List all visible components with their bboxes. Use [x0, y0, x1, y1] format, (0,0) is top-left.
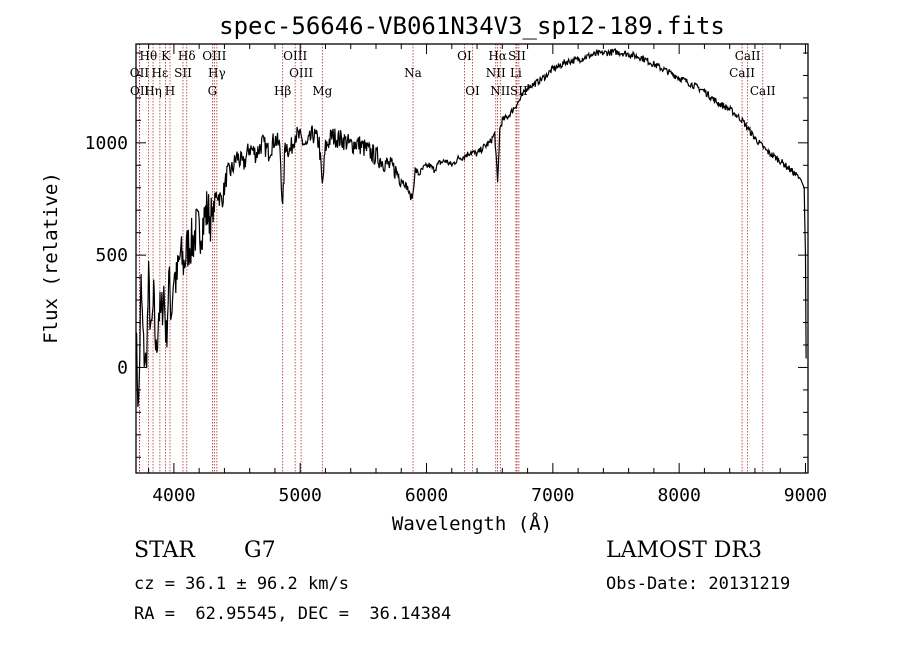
redshift-velocity: cz = 36.1 ± 96.2 km/s [134, 574, 349, 594]
x-tick-label: 8000 [657, 485, 700, 506]
spectral-line-label: Hα [488, 49, 507, 63]
spectral-line-label: OI [465, 84, 480, 98]
spectral-line-label: H [165, 84, 175, 98]
x-tick-label: 7000 [531, 485, 574, 506]
spectral-line-markers [139, 44, 764, 473]
y-axis-label: Flux (relative) [40, 172, 62, 344]
spectral-line-label: OI [457, 49, 472, 63]
y-tick-label: 0 [117, 357, 128, 378]
object-subclass: G7 [244, 538, 276, 563]
spectral-line-label: Hδ [178, 49, 196, 63]
spectral-line-label: OII [130, 84, 150, 98]
spectral-line-label: OIII [289, 66, 313, 80]
y-tick-label: 500 [95, 245, 128, 266]
spectral-line-label: OIII [283, 49, 307, 63]
spectral-line-label: K [161, 49, 171, 63]
spectral-line-label: Mg [312, 84, 332, 98]
spectral-line-label: CaII [750, 84, 776, 98]
spectral-line-label: NII [486, 66, 506, 80]
spectral-line-label: CaII [735, 49, 761, 63]
spectral-line-label: OIII [202, 49, 226, 63]
spectral-line-label: Hη [144, 84, 162, 98]
spectral-line-label: SII [508, 49, 526, 63]
spectral-line-label: Hε [152, 66, 169, 80]
spectral-line-label: NII [490, 84, 510, 98]
x-tick-label: 9000 [784, 485, 827, 506]
spectral-line-label: SII [510, 84, 528, 98]
x-tick-label: 6000 [405, 485, 448, 506]
spectral-line-label: OII [130, 66, 150, 80]
observation-date: Obs-Date: 20131219 [606, 574, 791, 594]
spectral-line-label: Na [404, 66, 422, 80]
spectral-line-label: SII [174, 66, 192, 80]
sky-coordinates: RA = 62.95545, DEC = 36.14384 [134, 604, 452, 624]
x-axis-label: Wavelength (Å) [392, 512, 552, 535]
spectral-line-label: Li [510, 66, 522, 80]
x-tick-label: 4000 [152, 485, 195, 506]
spectral-line-label: G [208, 84, 218, 98]
spectral-line-label: Hγ [208, 66, 226, 80]
object-class: STAR [134, 538, 195, 563]
spectral-line-label: CaII [729, 66, 755, 80]
spectral-line-label: Hθ [140, 49, 158, 63]
survey-name: LAMOST DR3 [606, 538, 762, 563]
chart-title: spec-56646-VB061N34V3_sp12-189.fits [219, 12, 725, 40]
x-tick-label: 5000 [279, 485, 322, 506]
plot-frame [135, 43, 809, 474]
axis-ticks: 4000 5000 6000 7000 8000 9000 0 500 1000 [85, 44, 827, 506]
spectrum-series-line [135, 48, 807, 408]
y-tick-label: 1000 [85, 133, 128, 154]
spectral-line-label: Hβ [274, 84, 291, 98]
